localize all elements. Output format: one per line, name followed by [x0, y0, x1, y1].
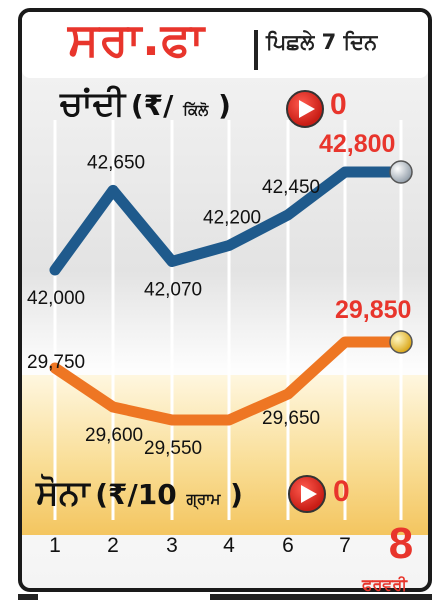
gold-change: 0 [333, 475, 350, 508]
series-lines [49, 166, 407, 426]
value-label-0-1: 42,650 [87, 152, 145, 173]
title-divider [254, 30, 258, 70]
x-tick-7: 7 [339, 534, 351, 557]
footer-rule-right [210, 594, 432, 600]
gold-area-band [22, 375, 428, 535]
value-label-1-1: 29,600 [85, 425, 143, 446]
chart-header-band [22, 12, 428, 78]
value-label-0-4: 42,450 [262, 177, 320, 198]
x-tick-3: 3 [166, 534, 178, 557]
footer-rule-left [18, 594, 38, 600]
grid-lines [53, 120, 403, 520]
value-label-1-2: 29,550 [144, 438, 202, 459]
right-arrow-circle-icon [286, 90, 324, 128]
x-tick-1: 1 [49, 534, 61, 557]
silver-label: ਚਾਂਦੀ (₹/ ਕਿੱਲੋ ) [60, 84, 231, 124]
end-coins [389, 160, 413, 354]
gold-label: ਸੋਨਾ (₹/10 ਗ੍ਰਾਮ ) [36, 473, 243, 513]
chart-title: ਸਰਾ.ਫਾ [68, 12, 205, 66]
silver-coin-icon [389, 160, 413, 184]
value-label-0-2: 42,070 [144, 279, 202, 300]
value-label-0-3: 42,200 [203, 208, 261, 229]
x-tick-8: 8 [389, 519, 413, 568]
value-label-0-5: 42,800 [319, 130, 395, 158]
series-line-1 [49, 336, 407, 426]
value-label-1-0: 29,750 [27, 352, 85, 373]
silver-change: 0 [330, 88, 347, 121]
silver-name: ਚਾਂਦੀ [60, 84, 126, 124]
gold-coin-icon [389, 330, 413, 354]
chart-subtitle: ਪਿਛਲੇ 7 ਦਿਨ [266, 30, 378, 54]
series-line-0 [49, 166, 407, 276]
x-tick-labels: 1 2 3 4 6 7 8 [49, 519, 413, 568]
x-tick-6: 6 [282, 534, 294, 557]
silver-unit: (₹/ ਕਿੱਲੋ ) [130, 89, 231, 122]
value-label-0-0: 42,000 [27, 288, 85, 309]
gold-unit: (₹/10 ਗ੍ਰਾਮ ) [95, 478, 243, 511]
right-arrow-circle-icon [288, 475, 326, 513]
value-label-1-4: 29,650 [262, 408, 320, 429]
gold-name: ਸੋਨਾ [36, 473, 90, 513]
month-label: ਫਰਵਰੀ [362, 575, 408, 594]
x-tick-2: 2 [107, 534, 119, 557]
value-label-1-5: 29,850 [335, 296, 411, 324]
x-tick-4: 4 [223, 534, 235, 557]
